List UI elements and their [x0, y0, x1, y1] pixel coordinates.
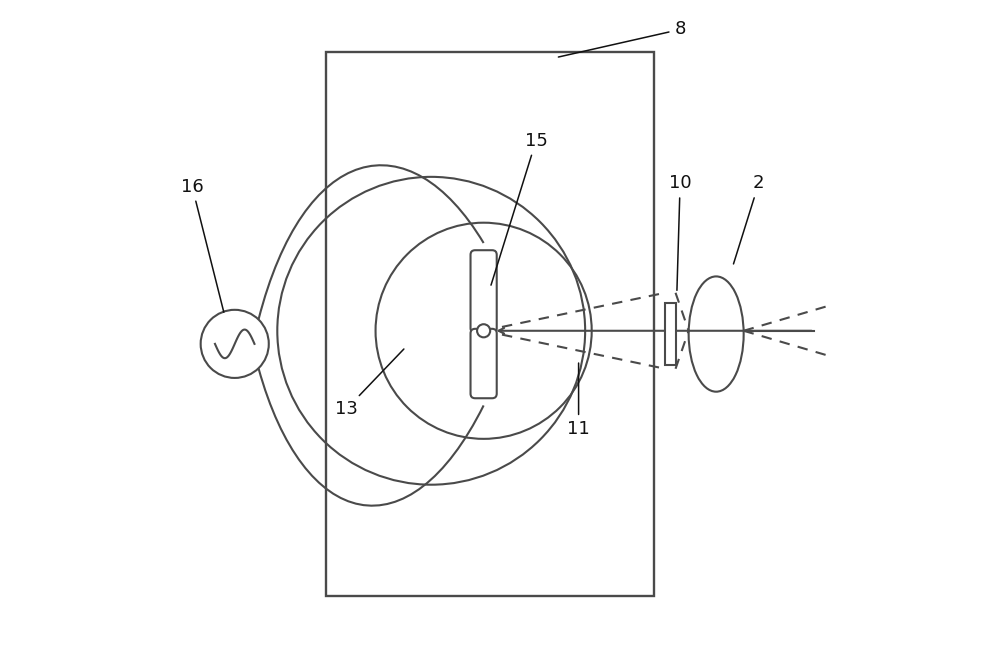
- Text: 15: 15: [491, 132, 547, 285]
- Text: 16: 16: [181, 178, 224, 312]
- FancyBboxPatch shape: [471, 329, 497, 398]
- Text: 13: 13: [335, 349, 404, 419]
- Text: 10: 10: [669, 174, 691, 290]
- FancyBboxPatch shape: [471, 250, 497, 333]
- Text: 8: 8: [558, 20, 686, 57]
- Text: 11: 11: [567, 363, 590, 438]
- Circle shape: [477, 324, 490, 337]
- Bar: [326, 52, 654, 596]
- Text: 2: 2: [733, 174, 764, 264]
- Bar: [665, 303, 676, 365]
